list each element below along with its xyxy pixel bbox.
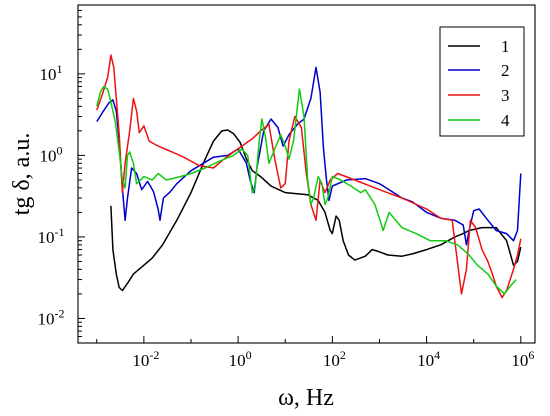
y-axis-title: tg δ, a.u. [9, 133, 35, 216]
legend-box [439, 26, 525, 137]
x-axis-ticks: 10-2 100 102 104 106 [96, 336, 534, 370]
series-line-3 [96, 54, 522, 299]
y-tick-label: 10-2 [38, 306, 65, 328]
y-axis-ticks: 10-2 10-1 100 101 [38, 4, 85, 344]
y-tick-label: 101 [40, 62, 63, 84]
series-layer [96, 54, 522, 299]
legend-label-3: 3 [501, 86, 510, 105]
series-line-2 [96, 66, 522, 246]
x-tick-label: 10-2 [132, 348, 159, 370]
legend-label-4: 4 [501, 111, 510, 130]
x-tick-label: 106 [511, 348, 534, 370]
x-axis-title: ω, Hz [278, 385, 334, 411]
legend-label-2: 2 [501, 61, 510, 80]
x-tick-label: 100 [229, 348, 252, 370]
x-tick-label: 104 [417, 348, 440, 370]
y-tick-label: 10-1 [38, 225, 65, 247]
series-line-4 [96, 85, 517, 295]
legend-label-1: 1 [501, 37, 510, 56]
series-line-1 [110, 129, 522, 292]
x-tick-label: 102 [323, 348, 346, 370]
y-tick-label: 100 [40, 143, 63, 165]
legend: 1 2 3 4 [439, 26, 525, 137]
